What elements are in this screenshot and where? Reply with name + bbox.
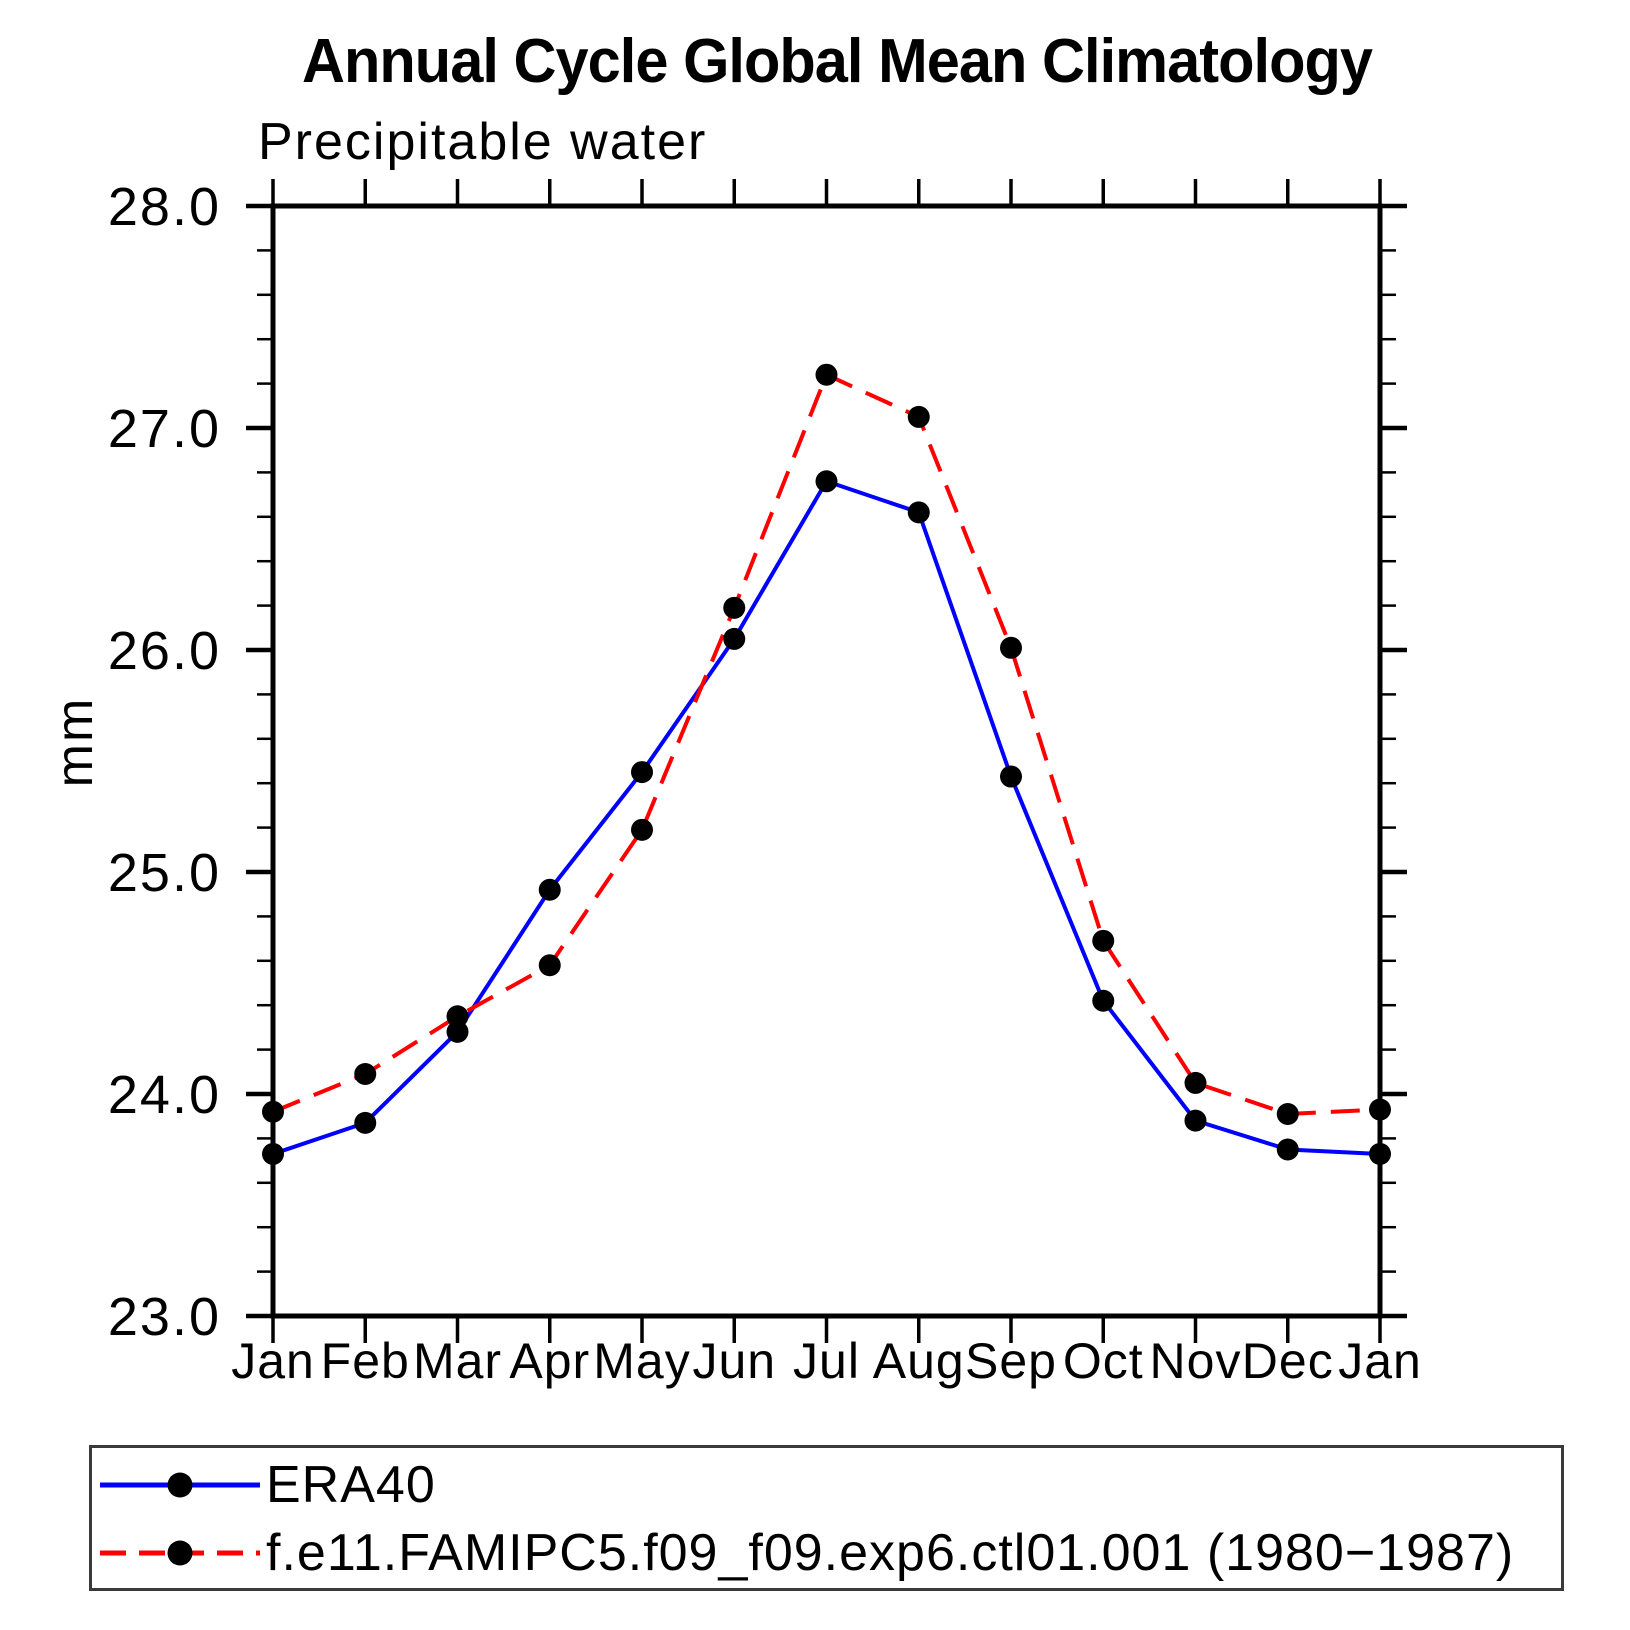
data-point-marker <box>907 405 930 428</box>
data-point-marker <box>446 1005 469 1028</box>
x-tick-label: May <box>593 1333 690 1389</box>
y-tick-label: 24.0 <box>108 1065 221 1125</box>
data-point-marker <box>1184 1109 1207 1132</box>
data-point-marker <box>1000 765 1022 788</box>
x-tick-label: Jul <box>793 1333 860 1389</box>
data-point-marker <box>815 470 838 493</box>
x-tick-label: Aug <box>873 1333 965 1389</box>
data-point-marker <box>1369 1142 1391 1165</box>
x-tick-label: Oct <box>1063 1333 1144 1389</box>
x-tick-label: Feb <box>321 1333 410 1389</box>
x-tick-label: Jan <box>1338 1333 1422 1389</box>
data-point-marker <box>1276 1138 1299 1161</box>
x-tick-label: Apr <box>509 1333 590 1389</box>
data-point-marker <box>1092 989 1115 1012</box>
x-tick-label: Dec <box>1242 1333 1334 1389</box>
era40-line-swatch <box>100 1472 260 1498</box>
y-tick-label: 27.0 <box>108 399 221 459</box>
data-point-marker <box>354 1063 377 1086</box>
data-point-marker <box>1276 1102 1299 1125</box>
data-point-marker <box>1369 1098 1391 1121</box>
data-point-marker <box>723 596 746 619</box>
data-point-marker <box>907 501 930 524</box>
legend-label-era40: ERA40 <box>266 1456 436 1514</box>
y-tick-label: 26.0 <box>108 621 221 681</box>
y-tick-label: 25.0 <box>108 843 221 903</box>
data-point-marker <box>354 1111 377 1134</box>
data-point-marker <box>262 1142 284 1165</box>
data-point-marker <box>723 627 746 650</box>
data-point-marker <box>538 878 561 901</box>
data-point-marker <box>262 1100 284 1123</box>
x-tick-label: Jan <box>231 1333 315 1389</box>
legend-item-era40: ERA40 <box>92 1452 1561 1518</box>
x-tick-label: Jun <box>692 1333 776 1389</box>
legend-swatch-marker <box>167 1472 193 1498</box>
data-point-marker <box>631 761 653 784</box>
data-point-marker <box>1000 636 1022 659</box>
data-point-marker <box>631 818 653 841</box>
data-point-marker <box>1184 1071 1207 1094</box>
series-line-0 <box>272 479 1381 1156</box>
data-point-marker <box>815 363 838 386</box>
y-tick-label: 23.0 <box>108 1287 221 1347</box>
model-line-swatch <box>100 1540 260 1566</box>
y-tick-label: 28.0 <box>108 177 221 237</box>
data-point-marker <box>1092 929 1115 952</box>
chart-title: Annual Cycle Global Mean Climatology <box>301 27 1373 96</box>
legend: ERA40 f.e11.FAMIPC5.f09_f09.exp6.ctl01.0… <box>89 1445 1564 1591</box>
chart-subtitle: Precipitable water <box>258 113 708 171</box>
data-point-marker <box>446 1020 469 1043</box>
legend-label-model: f.e11.FAMIPC5.f09_f09.exp6.ctl01.001 (19… <box>266 1524 1515 1582</box>
x-tick-label: Sep <box>965 1333 1057 1389</box>
x-tick-label: Nov <box>1150 1333 1242 1389</box>
legend-item-model: f.e11.FAMIPC5.f09_f09.exp6.ctl01.001 (19… <box>92 1520 1561 1586</box>
data-point-marker <box>538 954 561 977</box>
x-tick-label: Mar <box>413 1333 502 1389</box>
legend-swatch-marker <box>167 1540 193 1566</box>
